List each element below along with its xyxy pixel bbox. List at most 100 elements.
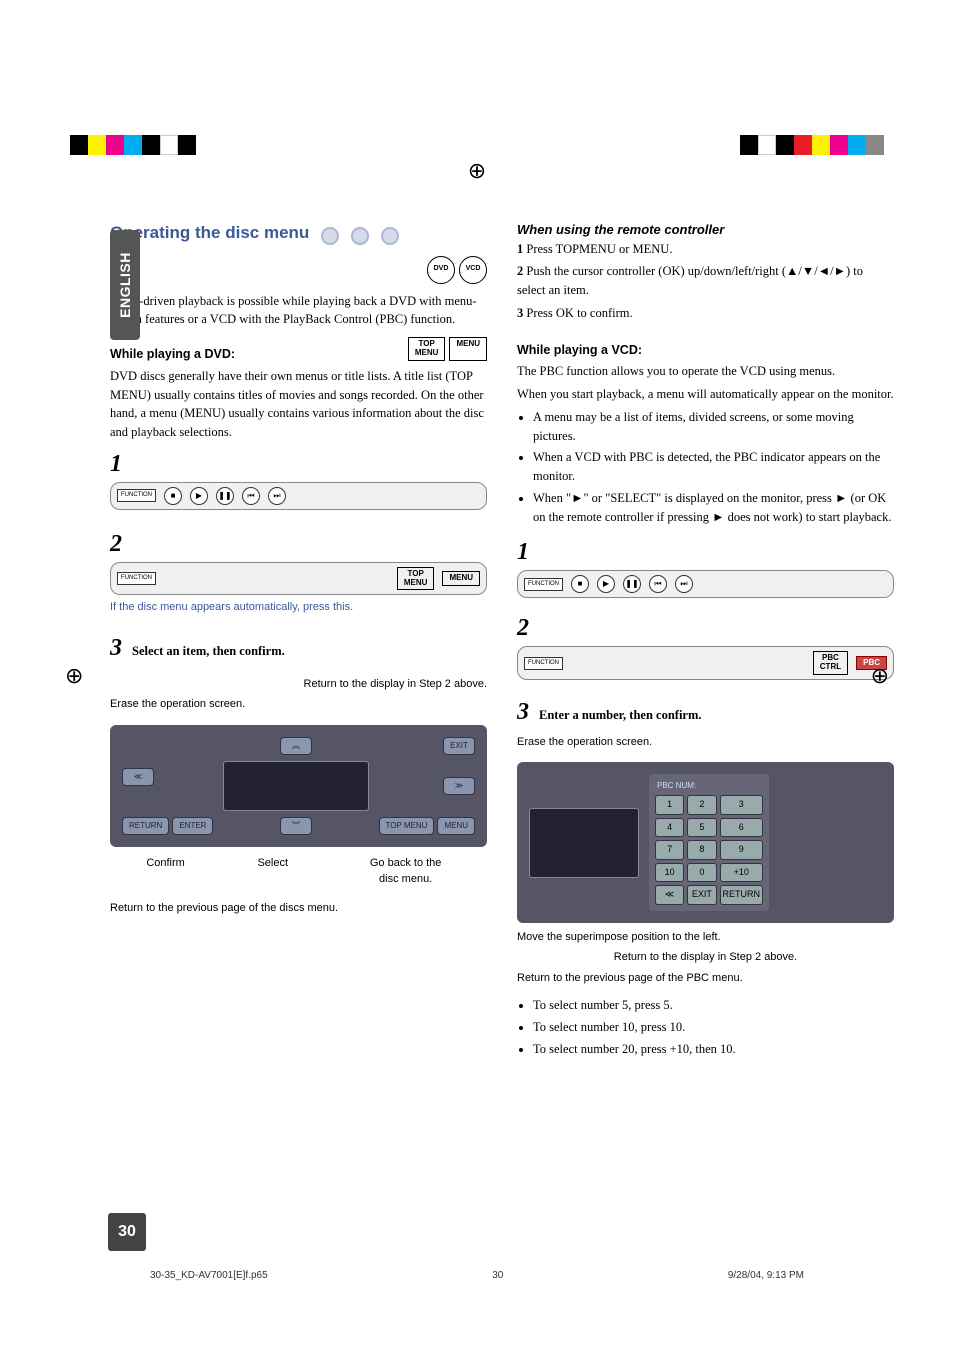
page-number: 30 — [108, 1213, 146, 1251]
vcd-erase-caption: Erase the operation screen. — [517, 734, 894, 751]
vcd-step-3: 3 — [517, 694, 529, 730]
remote-step3: Press OK to confirm. — [526, 306, 632, 320]
registration-mark-top: ⊕ — [468, 158, 486, 184]
dvd-icon: DVD — [427, 256, 455, 284]
numpad-6: 6 — [720, 818, 764, 838]
function-button: FUNCTION — [524, 657, 563, 670]
decorative-dots — [321, 227, 399, 245]
function-button: FUNCTION — [117, 489, 156, 502]
numpad-4: 4 — [655, 818, 684, 838]
numpad-5: 5 — [687, 818, 716, 838]
remote-strip-1: FUNCTION ■ ▶ ❚❚ ⏮ ⏭ — [110, 482, 487, 510]
prev-track-icon: ⏮ — [242, 487, 260, 505]
vcd-bullet3: When "►" or "SELECT" is displayed on the… — [533, 489, 894, 527]
step-3: 3 — [110, 630, 122, 666]
numpad-7: 7 — [655, 840, 684, 860]
prev-track-icon: ⏮ — [649, 575, 667, 593]
panel-top-menu-button: TOP MENU — [379, 817, 435, 835]
numpad-0: 0 — [687, 863, 716, 883]
step3-text: Select an item, then confirm. — [132, 642, 285, 661]
nav-down-icon: ︾ — [280, 817, 312, 835]
video-preview — [223, 761, 368, 811]
registration-mark-right: ⊕ — [871, 663, 889, 689]
footer-page: 30 — [492, 1270, 503, 1281]
numpad-8: 8 — [687, 840, 716, 860]
remote-step1: Press TOPMENU or MENU. — [526, 242, 672, 256]
erase-caption: Erase the operation screen. — [110, 696, 487, 713]
vcd-subheading: While playing a VCD: — [517, 341, 894, 360]
footer-date: 9/28/04, 9:13 PM — [728, 1270, 804, 1281]
numpad-2: 2 — [687, 795, 716, 815]
step2-caption: If the disc menu appears automatically, … — [110, 599, 487, 616]
function-button: FUNCTION — [117, 572, 156, 585]
return-display-caption: Return to the display in Step 2 above. — [110, 676, 487, 693]
pbc-screen: PBC NUM: 1 2 3 4 5 6 7 8 9 10 0 +10 ≪ EX… — [517, 762, 894, 923]
menu-button: MENU — [442, 571, 480, 586]
remote-step2: Push the cursor controller (OK) up/down/… — [517, 264, 863, 297]
nav-up-icon: ︽ — [280, 737, 312, 755]
vcd-step-2: 2 — [517, 610, 894, 646]
registration-mark-left: ⊕ — [65, 663, 83, 689]
vcd-return-display: Return to the display in Step 2 above. — [517, 949, 894, 966]
vcd-text2: When you start playback, a menu will aut… — [517, 385, 894, 404]
select-tip-3: To select number 20, press +10, then 10. — [533, 1040, 894, 1059]
right-column: When using the remote controller 1 Press… — [517, 220, 894, 1062]
dvd-description: DVD discs generally have their own menus… — [110, 367, 487, 442]
vcd-step-1: 1 — [517, 534, 894, 570]
play-icon: ▶ — [190, 487, 208, 505]
step-2: 2 — [110, 526, 487, 562]
language-tab-label: ENGLISH — [117, 252, 133, 318]
numpad-3: 3 — [720, 795, 764, 815]
intro-text: Menu-driven playback is possible while p… — [110, 292, 487, 330]
numpad-exit: EXIT — [687, 885, 716, 905]
registration-color-bars — [0, 135, 954, 155]
function-button: FUNCTION — [524, 578, 563, 591]
pbc-video-preview — [529, 808, 639, 878]
select-tip-2: To select number 10, press 10. — [533, 1018, 894, 1037]
pbc-num-header: PBC NUM: — [655, 780, 763, 792]
numpad-9: 9 — [720, 840, 764, 860]
goback-label: Go back to the disc menu. — [361, 855, 451, 888]
vcd-bullet2: When a VCD with PBC is detected, the PBC… — [533, 448, 894, 486]
remote-heading: When using the remote controller — [517, 220, 894, 240]
top-menu-button-icon: TOP MENU — [408, 337, 446, 361]
vcd-remote-strip-2: FUNCTION PBC CTRL PBC — [517, 646, 894, 680]
numpad-return: RETURN — [720, 885, 764, 905]
document-footer: 30-35_KD-AV7001[E]f.p65 30 9/28/04, 9:13… — [150, 1270, 804, 1281]
nav-left-icon: ≪ — [122, 768, 154, 786]
confirm-label: Confirm — [146, 855, 185, 888]
dvd-subheading: While playing a DVD: — [110, 345, 235, 364]
next-track-icon: ⏭ — [268, 487, 286, 505]
select-label: Select — [257, 855, 288, 888]
exit-button: EXIT — [443, 737, 475, 755]
dvd-menu-screen: ≪ RETURN ENTER ︽ ︾ EXIT ≫ TOP MENU — [110, 725, 487, 847]
return-button: RETURN — [122, 817, 169, 835]
return-prev-caption: Return to the previous page of the discs… — [110, 900, 487, 917]
pause-icon: ❚❚ — [216, 487, 234, 505]
numpad-left: ≪ — [655, 885, 684, 905]
play-icon: ▶ — [597, 575, 615, 593]
menu-button-icon: MENU — [449, 337, 487, 361]
move-caption: Move the superimpose position to the lef… — [517, 929, 894, 946]
vcd-text1: The PBC function allows you to operate t… — [517, 362, 894, 381]
language-tab: ENGLISH — [110, 230, 140, 340]
pause-icon: ❚❚ — [623, 575, 641, 593]
numpad-10: 10 — [655, 863, 684, 883]
next-track-icon: ⏭ — [675, 575, 693, 593]
enter-button: ENTER — [172, 817, 213, 835]
nav-right-icon: ≫ — [443, 777, 475, 795]
vcd-step3-text: Enter a number, then confirm. — [539, 706, 702, 725]
left-column: Operating the disc menu DVD VCD Menu-dri… — [110, 220, 487, 1062]
numpad-plus10: +10 — [720, 863, 764, 883]
stop-icon: ■ — [164, 487, 182, 505]
numpad-1: 1 — [655, 795, 684, 815]
vcd-remote-strip-1: FUNCTION ■ ▶ ❚❚ ⏮ ⏭ — [517, 570, 894, 598]
panel-menu-button: MENU — [437, 817, 475, 835]
select-tip-1: To select number 5, press 5. — [533, 996, 894, 1015]
disc-type-icons: DVD VCD — [110, 256, 487, 284]
remote-strip-2: FUNCTION TOP MENU MENU — [110, 562, 487, 596]
vcd-icon: VCD — [459, 256, 487, 284]
top-menu-button: TOP MENU — [397, 567, 435, 591]
footer-filename: 30-35_KD-AV7001[E]f.p65 — [150, 1270, 268, 1281]
pbc-ctrl-button: PBC CTRL — [813, 651, 848, 675]
